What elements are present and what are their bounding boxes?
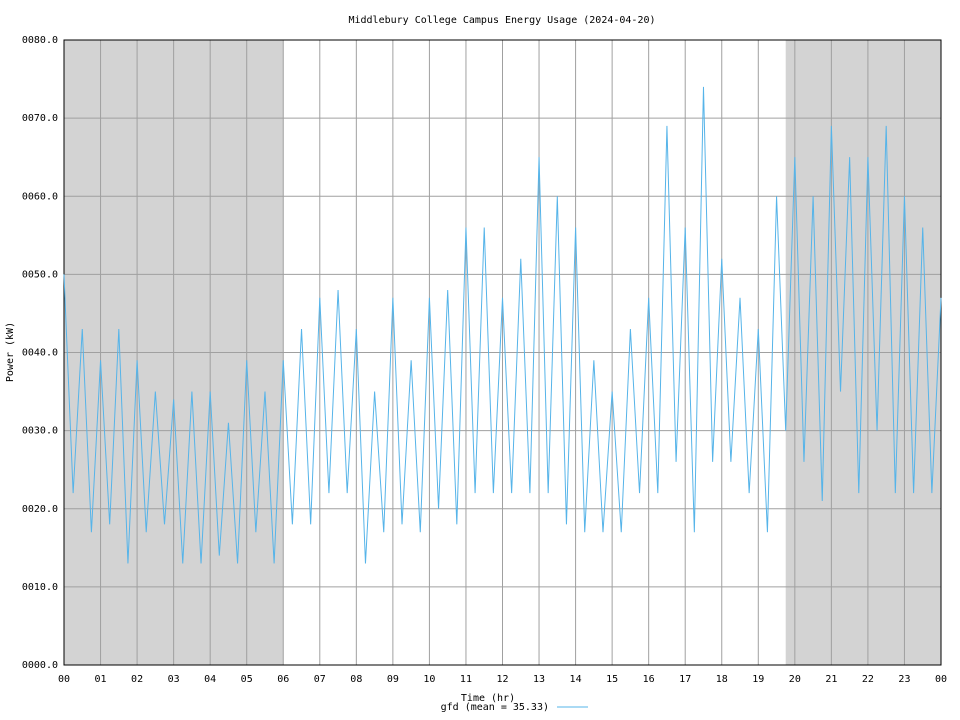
x-tick-label: 02 xyxy=(131,674,143,685)
x-tick-label: 22 xyxy=(862,674,874,685)
data-line xyxy=(63,86,942,564)
y-tick-label: 0030.0 xyxy=(22,426,58,437)
plot-frame xyxy=(63,39,942,666)
y-axis-label: Power (kW) xyxy=(5,322,16,382)
x-tick-label: 15 xyxy=(606,674,618,685)
x-tick-label: 12 xyxy=(496,674,508,685)
x-tick-label: 09 xyxy=(387,674,399,685)
x-tick-label: 06 xyxy=(277,674,289,685)
x-tick-label: 04 xyxy=(204,674,216,685)
y-tick-label: 0050.0 xyxy=(22,269,58,280)
x-tick-label: 00 xyxy=(58,674,70,685)
y-tick-label: 0020.0 xyxy=(22,504,58,515)
x-tick-label: 18 xyxy=(716,674,728,685)
y-tick-label: 0060.0 xyxy=(22,191,58,202)
x-tick-label: 14 xyxy=(570,674,582,685)
y-tick-label: 0010.0 xyxy=(22,582,58,593)
y-tick-label: 0070.0 xyxy=(22,113,58,124)
x-tick-label: 08 xyxy=(350,674,362,685)
x-tick-label: 11 xyxy=(460,674,472,685)
x-axis-label: Time (hr) xyxy=(461,693,515,704)
y-tick-label: 0080.0 xyxy=(22,35,58,46)
x-tick-label: 13 xyxy=(533,674,545,685)
x-tick-label: 21 xyxy=(825,674,837,685)
y-tick-label: 0040.0 xyxy=(22,348,58,359)
x-tick-label: 01 xyxy=(95,674,107,685)
x-tick-label: 07 xyxy=(314,674,326,685)
x-tick-label: 23 xyxy=(898,674,910,685)
x-tick-label: 20 xyxy=(789,674,801,685)
x-tick-label: 00 xyxy=(935,674,947,685)
x-tick-label: 16 xyxy=(643,674,655,685)
chart-title: Middlebury College Campus Energy Usage (… xyxy=(348,15,655,26)
x-tick-label: 17 xyxy=(679,674,691,685)
x-tick-label: 10 xyxy=(423,674,435,685)
x-tick-label: 05 xyxy=(241,674,253,685)
y-tick-label: 0000.0 xyxy=(22,660,58,671)
x-tick-label: 19 xyxy=(752,674,764,685)
x-tick-label: 03 xyxy=(168,674,180,685)
legend-label: gfd (mean = 35.33) xyxy=(441,702,549,713)
